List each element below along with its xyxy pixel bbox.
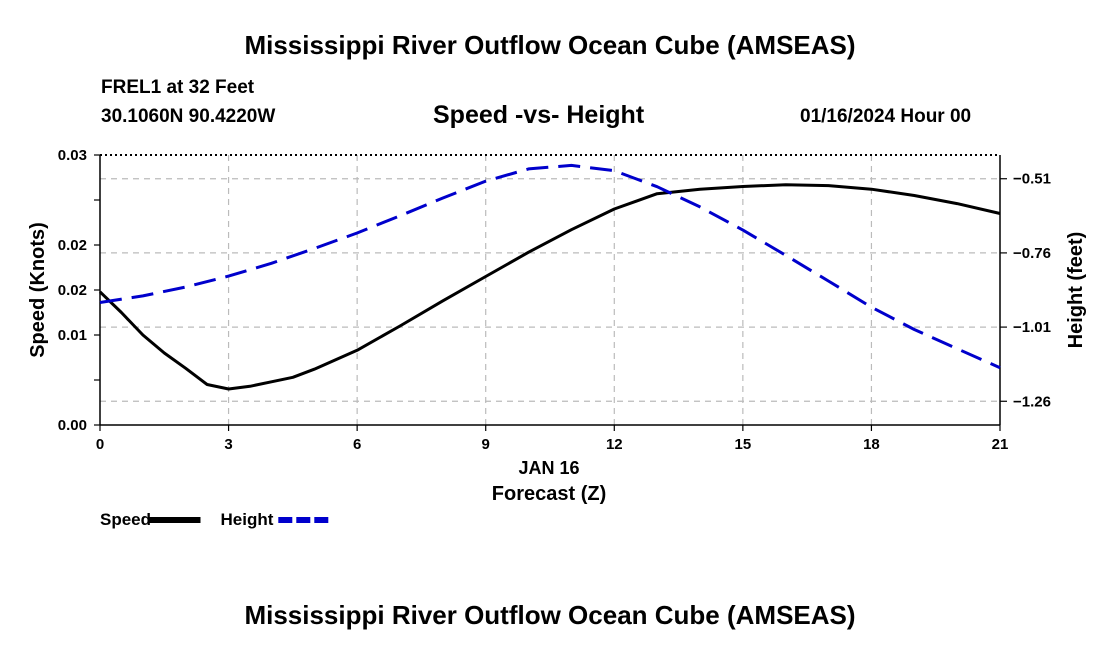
x-tick-label: 12 [606,436,623,453]
coordinates-label: 30.1060N 90.4220W [101,106,276,127]
x-axis-title: Forecast (Z) [492,483,606,505]
y-left-tick-label: 0.01 [58,327,87,344]
y-right-tick-label: −1.01 [1013,319,1051,336]
chart-title-bottom: Mississippi River Outflow Ocean Cube (AM… [244,600,856,630]
x-tick-label: 18 [863,436,880,453]
y-right-tick-label: −0.76 [1013,245,1051,262]
speed-height-chart: 0 3 6 9 12 15 18 21 0.00 0.01 0.02 0.02 0.03 −1.26 −1.… [27,147,1087,529]
y-right-tick-label: −1.26 [1013,393,1051,410]
x-tick-label: 0 [96,436,104,453]
x-tick-label: 15 [735,436,752,453]
x-tick-label: 21 [992,436,1009,453]
chart-axes [94,154,1007,431]
y-left-axis-title: Speed (Knots) [27,222,49,358]
y-left-tick-label: 0.02 [58,282,87,299]
y-left-tick-label: 0.00 [58,417,87,434]
chart-series [98,163,1001,391]
legend-label-height: Height [221,510,274,529]
y-right-axis-title: Height (feet) [1065,232,1087,349]
x-tick-label: 3 [224,436,232,453]
x-date-label: JAN 16 [518,458,579,478]
y-left-tick-label: 0.03 [58,147,87,164]
grid-lines [100,155,1000,425]
legend-label-speed: Speed [100,510,151,529]
x-tick-label: 9 [482,436,490,453]
series-line-speed [98,183,1001,391]
datetime-label: 01/16/2024 Hour 00 [800,106,972,127]
axis-labels: 0 3 6 9 12 15 18 21 0.00 0.01 0.02 0.02 0.03 −1.26 −1.… [27,147,1087,529]
station-label: FREL1 at 32 Feet [101,77,255,98]
chart-subtitle: Speed -vs- Height [433,101,645,129]
x-tick-label: 6 [353,436,361,453]
series-line-height [99,163,1001,370]
y-left-tick-label: 0.02 [58,237,87,254]
chart-title-top: Mississippi River Outflow Ocean Cube (AM… [244,30,856,60]
y-right-tick-label: −0.51 [1013,171,1051,188]
